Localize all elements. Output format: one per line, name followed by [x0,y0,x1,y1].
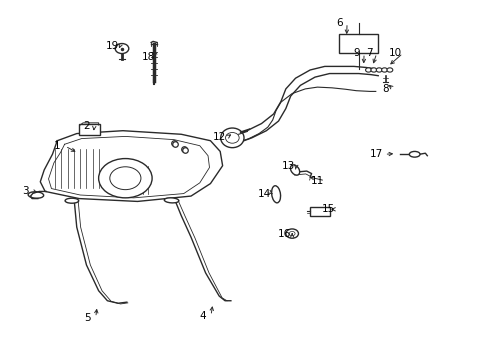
Bar [339,33,377,53]
Ellipse shape [225,132,239,143]
Circle shape [386,68,392,72]
Text: 7: 7 [365,48,371,58]
Ellipse shape [28,192,43,198]
Text: 19: 19 [105,41,119,51]
Text: 3: 3 [22,186,29,197]
Ellipse shape [220,128,244,148]
Circle shape [370,68,376,72]
Circle shape [115,44,128,54]
Text: 11: 11 [310,176,324,186]
Circle shape [375,68,381,72]
Bar [309,207,329,216]
Text: 10: 10 [388,48,401,58]
Ellipse shape [271,186,280,203]
Ellipse shape [408,152,419,157]
FancyBboxPatch shape [79,124,100,135]
Circle shape [285,229,298,238]
Ellipse shape [164,198,179,203]
Text: 4: 4 [200,311,206,321]
Circle shape [365,68,371,72]
Circle shape [381,68,386,72]
Text: 6: 6 [335,18,342,28]
Polygon shape [40,131,222,202]
Text: 9: 9 [352,48,359,58]
Circle shape [99,158,152,198]
Text: 2: 2 [83,121,90,131]
Text: 1: 1 [54,141,61,151]
Text: 13: 13 [281,161,294,171]
Text: 16: 16 [277,229,290,239]
Circle shape [288,231,294,236]
Text: 5: 5 [84,312,91,323]
Ellipse shape [290,165,299,175]
Text: 17: 17 [369,149,383,159]
Text: 8: 8 [382,84,388,94]
Text: 12: 12 [212,132,225,142]
Ellipse shape [65,198,79,203]
Text: 14: 14 [257,189,270,199]
Circle shape [110,167,141,190]
Text: 18: 18 [142,52,155,62]
Text: 15: 15 [321,204,334,214]
